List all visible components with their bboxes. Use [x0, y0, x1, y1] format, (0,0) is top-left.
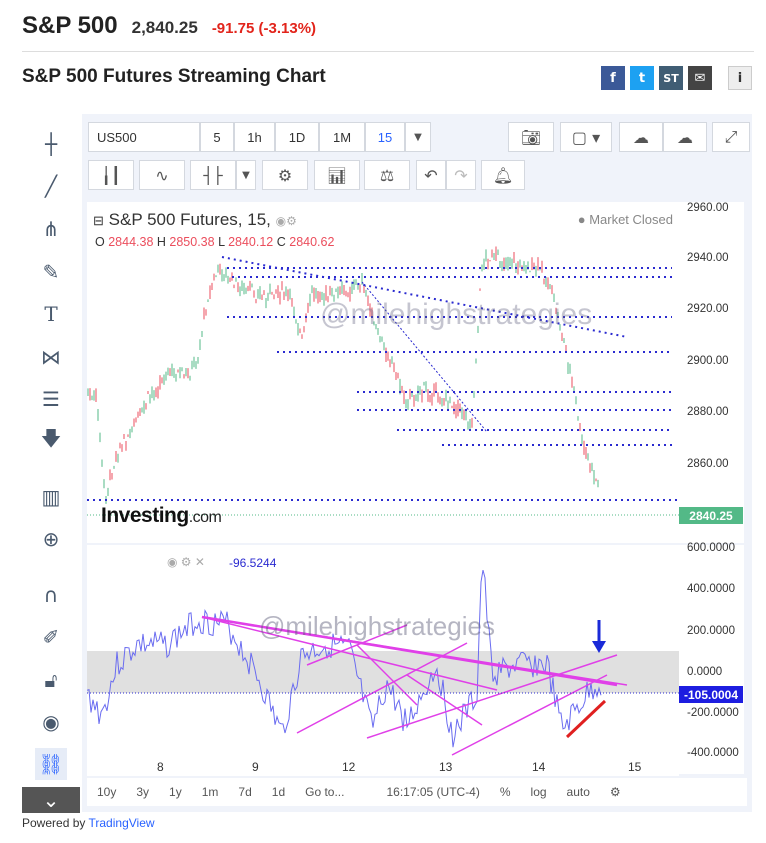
twitter-icon[interactable]: t [630, 66, 654, 90]
range-7d[interactable]: 7d [238, 785, 252, 799]
interval-15[interactable]: 15 [365, 122, 405, 152]
time-axis[interactable]: 8 9 12 13 14 15 [87, 758, 679, 776]
zoom-icon[interactable]: ⊕ [42, 527, 60, 551]
share-bar: f t ST ✉ i [601, 66, 752, 90]
interval-dropdown-icon[interactable]: ▼ [405, 122, 431, 152]
price-axis[interactable]: 2960.00 2940.00 2920.00 2900.00 2880.00 … [679, 202, 744, 543]
blue-arrow-head [592, 641, 606, 653]
range-10y[interactable]: 10y [97, 785, 117, 799]
trend-line [361, 281, 488, 433]
add-alert-icon[interactable]: 🔔︎ [481, 160, 525, 190]
collapse-legend-icon[interactable]: ⊟ [93, 213, 104, 228]
crosshair-icon[interactable]: ┼ [44, 132, 58, 156]
ohlc-row: O 2844.38 H 2850.38 L 2840.12 C 2840.62 [95, 235, 335, 249]
camera-icon[interactable]: 📷︎ [508, 122, 554, 152]
legend-settings-icon[interactable]: ◉⚙ [275, 214, 297, 228]
color-picker-icon[interactable]: ▢ ▾ [560, 122, 612, 152]
pitchfork-icon[interactable]: ⋔ [42, 217, 60, 241]
range-1y[interactable]: 1y [169, 785, 182, 799]
trendline [296, 642, 468, 734]
instrument-name: S&P 500 [22, 12, 118, 39]
symbol-input[interactable]: US500 [88, 122, 200, 152]
interval-5[interactable]: 5 [200, 122, 234, 152]
collapse-icon[interactable]: ⌄ [22, 787, 80, 813]
text-tool-icon[interactable]: T [44, 302, 58, 326]
unlock-icon[interactable]: 🔓︎ [44, 668, 58, 692]
stocktwits-icon[interactable]: ST [659, 66, 683, 90]
goto-button[interactable]: Go to... [305, 785, 345, 799]
page-title: S&P 500 Futures Streaming Chart [22, 66, 326, 87]
drawing-toolbar: ┼ ╱ ⋔ ✎ T ⋈ ☰ 🡇 ▥ ⊕ ∩ ✐ 🔓︎ ◉ ⛓ ⌄ [22, 114, 82, 813]
fullscreen-icon[interactable]: ⤢ [712, 122, 750, 152]
indicator-last-label: -105.0004 [679, 686, 743, 703]
indicator-chart [87, 569, 679, 756]
trendline [406, 674, 483, 726]
interval-1h[interactable]: 1h [234, 122, 275, 152]
candles-icon[interactable]: ╽┃ [88, 160, 134, 190]
percent-toggle[interactable]: % [499, 785, 511, 799]
last-price-label: 2840.25 [679, 507, 743, 524]
indicator-pane[interactable]: ◉ ⚙ ✕ -96.5244 @milehighstrategies [87, 545, 679, 774]
measure-icon[interactable]: ▥ [41, 485, 61, 509]
pattern-icon[interactable]: ⋈ [41, 345, 61, 369]
market-status: ● Market Closed [577, 212, 673, 227]
last-price: 2,840.25 [131, 18, 198, 37]
info-icon[interactable]: i [728, 66, 752, 90]
facebook-icon[interactable]: f [601, 66, 625, 90]
area-chart-icon[interactable]: ∿ [139, 160, 185, 190]
chart-widget: ┼ ╱ ⋔ ✎ T ⋈ ☰ 🡇 ▥ ⊕ ∩ ✐ 🔓︎ ◉ ⛓ ⌄ US500 5… [22, 114, 752, 813]
chart-type-dropdown-icon[interactable]: ▼ [236, 160, 256, 190]
undo-icon[interactable]: ↶ [416, 160, 446, 190]
arrow-down-icon[interactable]: 🡇 [40, 426, 62, 450]
settings-icon[interactable]: ⚙ [262, 160, 308, 190]
compare-icon[interactable]: ⚖ [364, 160, 410, 190]
mail-icon[interactable]: ✉ [688, 66, 712, 90]
redo-icon[interactable]: ↷ [446, 160, 476, 190]
fib-icon[interactable]: ☰ [42, 387, 60, 411]
price-pane[interactable]: ⊟ S&P 500 Futures, 15, ◉⚙ O 2844.38 H 28… [87, 202, 679, 543]
log-toggle[interactable]: log [530, 785, 547, 799]
trendline [201, 616, 498, 691]
link-icon[interactable]: ⛓ [35, 748, 67, 780]
indicator-value: -96.5244 [229, 556, 277, 570]
lock-drawing-icon[interactable]: ✐ [42, 625, 60, 649]
indicator-controls-icon[interactable]: ◉ ⚙ ✕ [167, 555, 205, 569]
brush-icon[interactable]: ✎ [42, 260, 60, 284]
clock: 16:17:05 (UTC-4) [386, 785, 480, 799]
cloud-upload-icon[interactable]: ☁ [663, 122, 707, 152]
chart-legend-title: S&P 500 Futures, 15, [108, 210, 271, 229]
range-1m[interactable]: 1m [201, 785, 219, 799]
bars-icon[interactable]: ┤├ [190, 160, 236, 190]
settings-gear-icon[interactable]: ⚙ [609, 785, 621, 799]
magnet-icon[interactable]: ∩ [43, 583, 59, 607]
red-trendline [565, 699, 607, 739]
tradingview-link[interactable]: TradingView [88, 816, 155, 830]
powered-by: Powered by TradingView [22, 816, 155, 830]
trendline [201, 615, 618, 687]
auto-toggle[interactable]: auto [566, 785, 590, 799]
legend-title: ⊟ S&P 500 Futures, 15, ◉⚙ [93, 210, 297, 230]
indicator-watermark: @milehighstrategies [259, 611, 495, 641]
indicator-axis[interactable]: 600.0000 400.0000 200.0000 0.0000 -200.0… [679, 542, 744, 774]
trendline [451, 674, 608, 756]
interval-1m[interactable]: 1M [319, 122, 365, 152]
indicators-icon[interactable]: 📊︎ [314, 160, 360, 190]
cloud-download-icon[interactable]: ☁ [619, 122, 663, 152]
range-3y[interactable]: 3y [136, 785, 150, 799]
trendline-icon[interactable]: ╱ [44, 174, 58, 198]
divider [22, 51, 754, 52]
trendline [356, 644, 418, 706]
watermark: @milehighstrategies [320, 298, 593, 331]
interval-1d[interactable]: 1D [275, 122, 319, 152]
price-chart [87, 246, 679, 516]
trendline [366, 654, 618, 739]
range-1d[interactable]: 1d [271, 785, 286, 799]
investing-logo: Investing.com [101, 504, 222, 527]
price-change: -91.75 (-3.13%) [211, 20, 317, 37]
trendline [306, 624, 408, 666]
range-bar: 10y 3y 1y 1m 7d 1d Go to... 16:17:05 (UT… [87, 778, 747, 806]
quote-header: S&P 500 2,840.25 -91.75 (-3.13%) [22, 12, 316, 40]
eye-icon[interactable]: ◉ [42, 710, 60, 734]
